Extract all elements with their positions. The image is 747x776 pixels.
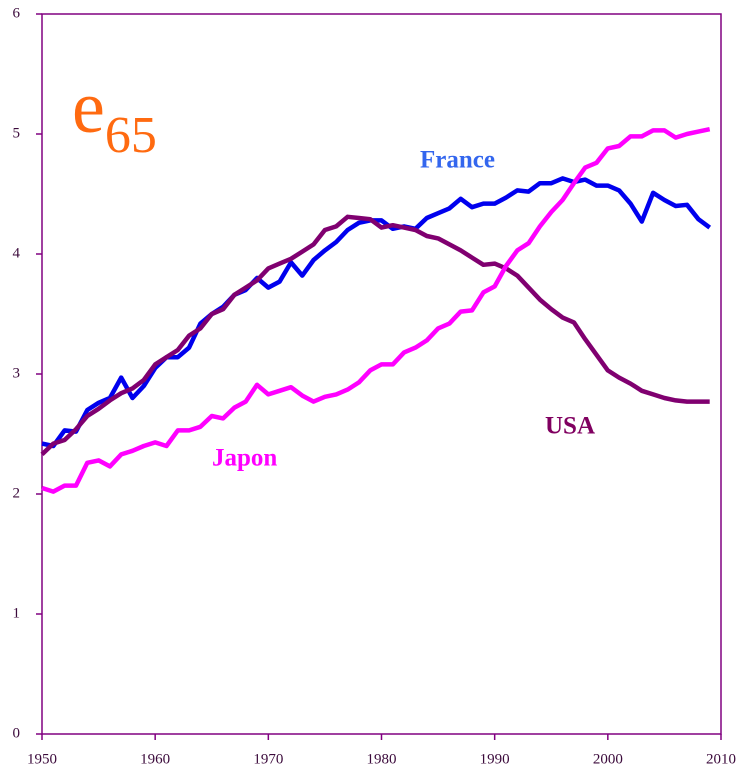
y-tick-label: 3 xyxy=(13,365,21,381)
y-tick-label: 0 xyxy=(13,725,21,741)
title-base: e xyxy=(72,67,105,149)
y-tick-label: 2 xyxy=(13,485,21,501)
x-tick-label: 1960 xyxy=(140,751,170,767)
series-label: USA xyxy=(545,413,595,440)
x-tick-label: 2000 xyxy=(593,751,623,767)
chart-title: e65 xyxy=(72,67,157,164)
x-tick-label: 1990 xyxy=(480,751,510,767)
series-label: France xyxy=(420,147,495,174)
x-tick-label: 1950 xyxy=(27,751,57,767)
series-line xyxy=(40,214,710,457)
y-tick-label: 1 xyxy=(13,605,21,621)
x-tick-label: 2010 xyxy=(706,751,736,767)
y-tick-label: 5 xyxy=(13,125,21,141)
series-label: Japon xyxy=(212,445,277,472)
series-line xyxy=(41,126,711,494)
x-tick-label: 1980 xyxy=(367,751,397,767)
title-subscript: 65 xyxy=(105,107,157,164)
y-tick-label: 6 xyxy=(13,5,21,21)
y-tick-label: 4 xyxy=(13,245,21,261)
x-tick-label: 1970 xyxy=(253,751,283,767)
series-line xyxy=(41,176,712,449)
